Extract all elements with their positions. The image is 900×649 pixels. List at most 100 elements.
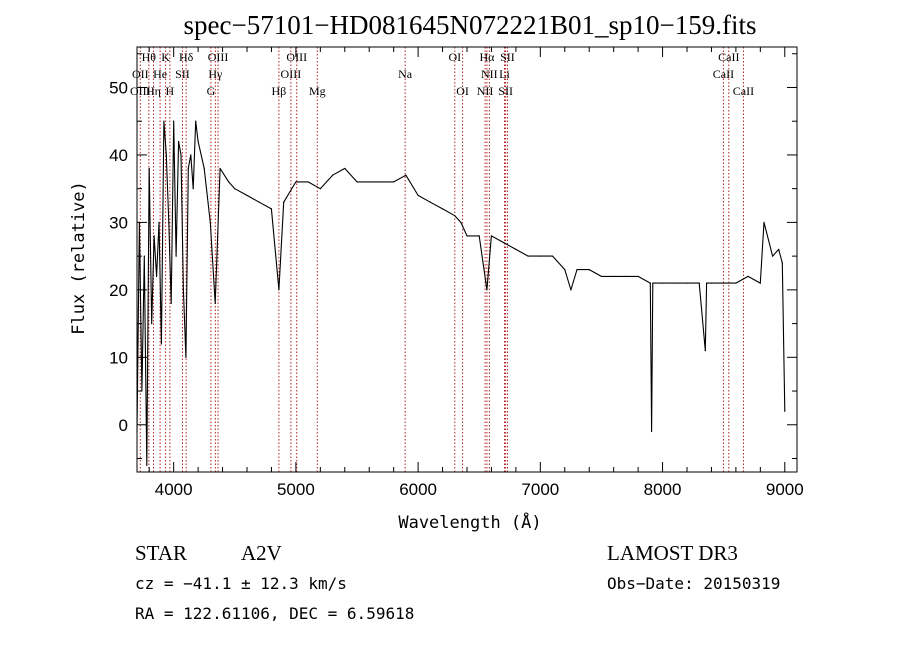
x-tick-label-2: 6000 <box>399 480 437 499</box>
y-axis-ticks: 0 10 20 30 40 50 <box>109 53 797 460</box>
x-tick-label-1: 5000 <box>277 480 315 499</box>
redshift-cz: cz = −41.1 ± 12.3 km/s <box>135 574 347 593</box>
x-axis-label: Wavelength (Å) <box>398 511 541 533</box>
data-point <box>551 255 554 257</box>
spectral-line-labels: Hθ K Hδ OIII OIII OI Hα SII CaII OII He SII Hγ OIII Na… <box>130 50 754 98</box>
data-point <box>698 282 700 284</box>
data-point <box>778 248 780 250</box>
data-point <box>151 322 153 325</box>
data-point <box>441 208 444 210</box>
x-tick-label-4: 8000 <box>644 480 682 499</box>
coordinates: RA = 122.61106, DEC = 6.59618 <box>135 604 414 623</box>
data-point <box>173 120 175 122</box>
data-point <box>781 262 783 264</box>
data-point <box>466 235 468 237</box>
survey-name: LAMOST DR3 <box>607 541 738 565</box>
x-axis-ticks: 4000 5000 6000 7000 8000 9000 <box>148 47 804 499</box>
data-point <box>177 140 180 143</box>
y-tick-label-5: 50 <box>109 78 128 97</box>
data-point <box>570 289 572 291</box>
line-label-row2-0: OII <box>132 67 149 81</box>
line-label-row2-2: SII <box>175 67 190 81</box>
data-point <box>165 154 167 156</box>
data-point <box>319 188 321 190</box>
object-class: STAR <box>135 541 187 565</box>
x-tick-label-5: 9000 <box>766 480 804 499</box>
data-point <box>228 181 230 183</box>
data-point <box>527 255 529 257</box>
y-axis-label: Flux (relative) <box>69 181 89 335</box>
line-label-row3-3: G <box>207 84 216 98</box>
line-label-row2-1: He <box>153 67 167 81</box>
data-point <box>270 208 273 210</box>
data-point <box>195 120 197 122</box>
x-tick-label-3: 7000 <box>521 480 559 499</box>
line-label-row2-6: NII <box>481 67 498 81</box>
data-point <box>723 282 725 284</box>
data-point <box>214 302 216 304</box>
data-point <box>160 343 163 345</box>
line-label-row3-8: SII <box>498 84 513 98</box>
data-point <box>278 289 280 291</box>
data-point <box>478 235 480 237</box>
data-point <box>588 269 590 271</box>
data-point <box>190 154 192 156</box>
data-point <box>784 410 786 412</box>
x-tick-label-0: 4000 <box>155 480 193 499</box>
data-point <box>153 235 155 237</box>
data-point <box>168 221 170 223</box>
data-point <box>759 282 761 284</box>
data-point <box>576 269 578 271</box>
data-point <box>539 255 541 257</box>
line-label-row3-1: Hη <box>146 84 161 98</box>
data-point <box>686 282 688 284</box>
line-label-row3-2: H <box>166 84 175 98</box>
data-point <box>234 188 236 190</box>
data-point <box>368 181 370 183</box>
line-label-row1-7: SII <box>500 50 515 64</box>
data-point <box>283 201 285 203</box>
line-label-row3-7: NII <box>477 84 494 98</box>
data-point <box>158 221 160 223</box>
data-point <box>454 215 456 217</box>
data-point <box>219 167 221 170</box>
y-tick-label-4: 40 <box>109 146 128 165</box>
data-point <box>146 464 148 466</box>
data-point <box>429 201 431 203</box>
data-point <box>246 194 248 197</box>
data-point <box>763 221 765 223</box>
data-point <box>460 221 462 223</box>
observation-date: Obs−Date: 20150319 <box>607 574 780 593</box>
line-label-row1-5: OI <box>448 50 461 64</box>
data-point <box>197 140 199 143</box>
data-point <box>705 282 708 284</box>
series-spectrum <box>136 120 786 466</box>
line-label-row2-8: CaII <box>713 67 734 81</box>
data-point <box>192 188 194 190</box>
chart-title: spec−57101−HD081645N072221B01_sp10−159.f… <box>184 10 757 40</box>
line-label-row1-1: K <box>161 50 170 64</box>
data-point <box>637 275 639 277</box>
data-point <box>674 282 676 284</box>
data-point <box>417 194 419 197</box>
line-label-row1-6: Hα <box>479 50 495 64</box>
data-point <box>661 282 664 284</box>
y-tick-label-3: 30 <box>109 213 128 232</box>
data-point <box>490 235 493 237</box>
plot-frame <box>136 46 798 473</box>
data-point <box>503 242 505 244</box>
data-point <box>295 181 297 183</box>
data-point <box>143 255 145 257</box>
data-point <box>564 269 566 271</box>
y-tick-label-2: 20 <box>109 281 128 300</box>
line-label-row2-3: Hγ <box>208 67 223 81</box>
data-point <box>405 174 407 176</box>
data-point <box>650 430 653 433</box>
data-point <box>393 181 395 183</box>
line-label-row1-2: Hδ <box>179 50 194 64</box>
data-point <box>649 282 651 284</box>
line-label-row2-5: Na <box>398 67 413 81</box>
data-point <box>170 302 172 304</box>
line-label-row3-9: CaII <box>733 84 754 98</box>
data-point <box>356 181 358 183</box>
